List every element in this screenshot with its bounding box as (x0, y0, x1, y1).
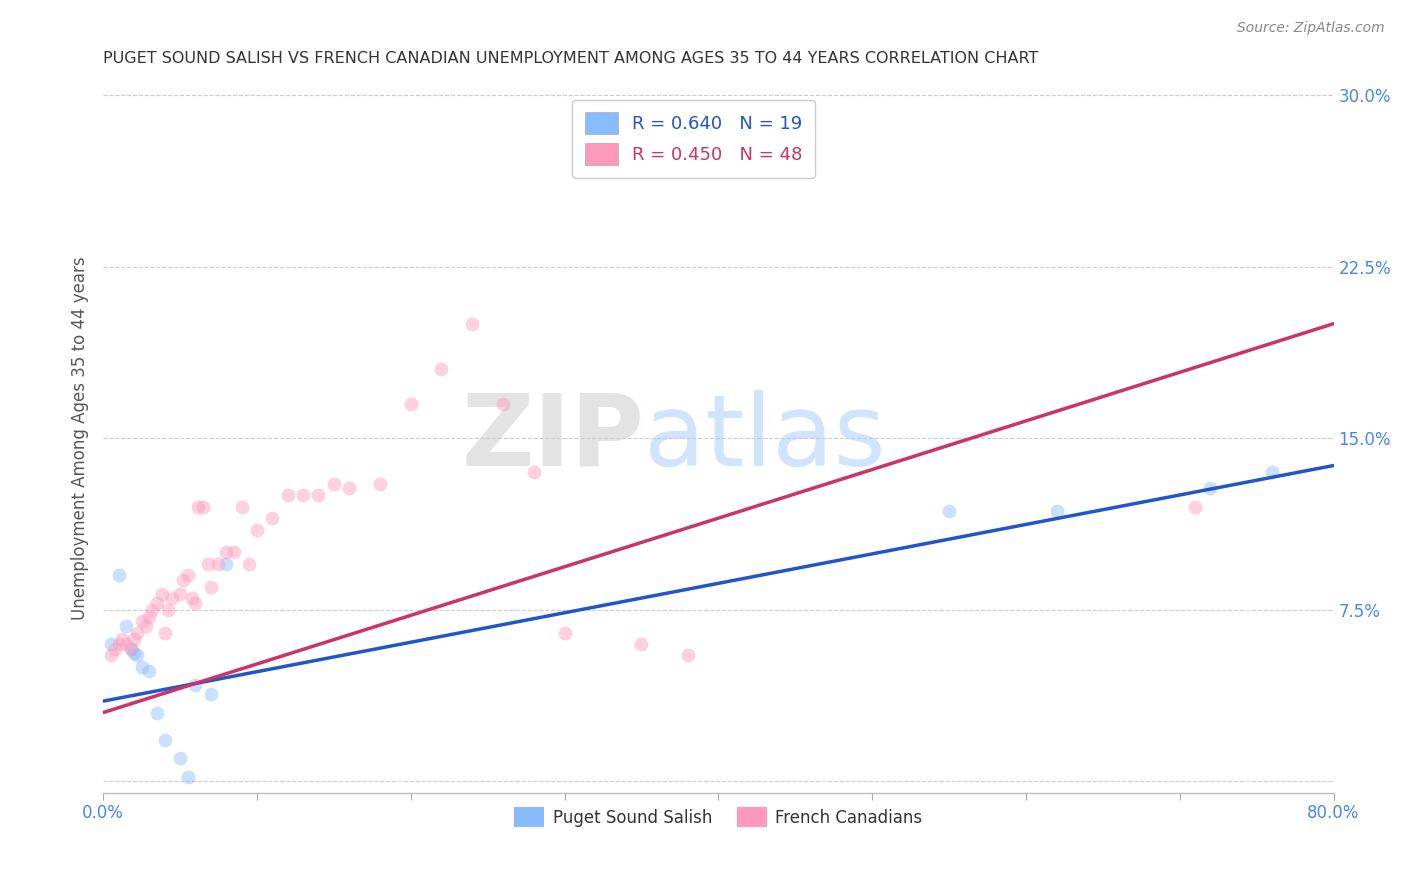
Point (184, 596, 207, 610)
Point (131, 660, 153, 674)
Point (1046, 504, 1069, 518)
Point (153, 625, 176, 640)
Point (554, 625, 576, 640)
Text: Source: ZipAtlas.com: Source: ZipAtlas.com (1237, 21, 1385, 35)
Point (120, 641, 142, 656)
Point (207, 557, 229, 571)
Point (215, 557, 238, 571)
Point (184, 678, 207, 692)
Point (107, 568, 129, 582)
Point (177, 770, 200, 784)
Point (104, 641, 127, 656)
Point (156, 602, 179, 616)
Point (169, 587, 191, 601)
Text: ZIP: ZIP (461, 390, 644, 486)
Point (153, 733, 176, 747)
Point (110, 632, 132, 647)
Point (200, 580, 222, 594)
Point (146, 706, 169, 720)
Point (292, 488, 315, 502)
Point (938, 504, 960, 518)
Point (191, 500, 214, 514)
Point (125, 625, 148, 640)
Point (222, 545, 245, 559)
Point (181, 591, 204, 606)
Point (399, 397, 422, 411)
Point (322, 476, 344, 491)
Point (125, 648, 148, 663)
Point (135, 618, 157, 632)
Point (231, 500, 253, 514)
Point (120, 641, 142, 656)
Point (115, 618, 138, 632)
Point (138, 609, 160, 624)
Point (141, 602, 163, 616)
Point (131, 614, 153, 628)
Point (238, 557, 260, 571)
Point (262, 511, 284, 525)
Point (100, 648, 122, 663)
Point (676, 648, 699, 663)
Legend: Puget Sound Salish, French Canadians: Puget Sound Salish, French Canadians (508, 800, 929, 834)
Point (187, 500, 209, 514)
Point (277, 488, 299, 502)
Point (1184, 500, 1206, 514)
Point (122, 646, 145, 660)
Point (215, 545, 238, 559)
Point (107, 637, 129, 651)
Point (1261, 466, 1284, 480)
Point (200, 687, 222, 701)
Point (138, 665, 160, 679)
Point (523, 466, 546, 480)
Point (100, 637, 122, 651)
Point (492, 397, 515, 411)
Point (172, 573, 194, 587)
Point (461, 317, 484, 331)
Point (246, 523, 269, 537)
Point (430, 362, 453, 376)
Point (307, 488, 329, 502)
Point (368, 476, 391, 491)
Y-axis label: Unemployment Among Ages 35 to 44 years: Unemployment Among Ages 35 to 44 years (72, 256, 89, 620)
Point (337, 482, 360, 496)
Point (169, 751, 191, 765)
Point (115, 637, 138, 651)
Point (177, 568, 200, 582)
Text: PUGET SOUND SALISH VS FRENCH CANADIAN UNEMPLOYMENT AMONG AGES 35 TO 44 YEARS COR: PUGET SOUND SALISH VS FRENCH CANADIAN UN… (103, 51, 1039, 66)
Text: atlas: atlas (644, 390, 886, 486)
Point (630, 637, 652, 651)
Point (1199, 482, 1222, 496)
Point (150, 587, 173, 601)
Point (162, 591, 184, 606)
Point (197, 557, 219, 571)
Point (122, 632, 145, 647)
Point (146, 596, 169, 610)
